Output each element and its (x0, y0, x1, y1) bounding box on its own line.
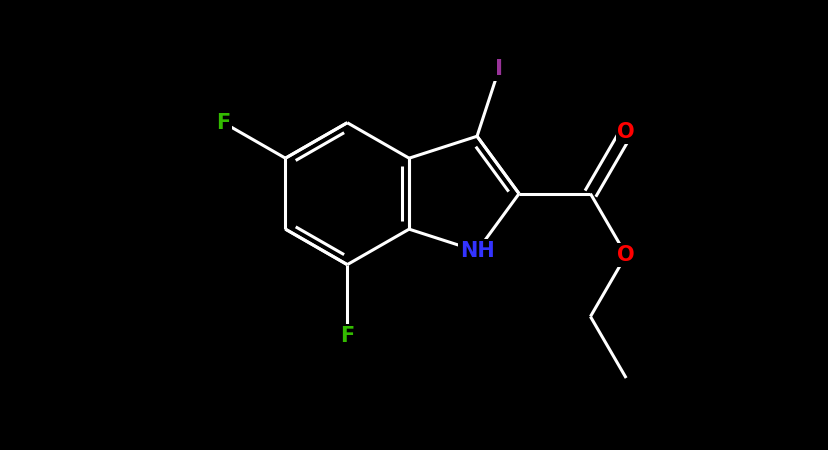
Text: O: O (617, 245, 634, 265)
Text: F: F (339, 326, 354, 346)
Text: F: F (216, 112, 230, 133)
Text: O: O (617, 122, 634, 142)
Text: NH: NH (459, 241, 493, 261)
Text: I: I (494, 59, 503, 79)
